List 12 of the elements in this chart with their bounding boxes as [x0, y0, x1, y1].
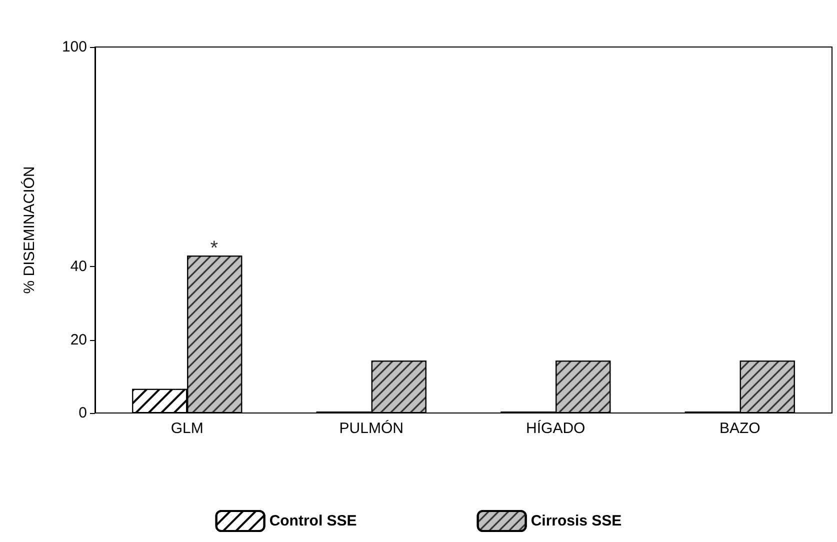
- y-tick-label: 40: [70, 258, 87, 276]
- annotation: *: [210, 238, 218, 260]
- y-axis-title: % DISEMINACIÓN: [20, 166, 38, 294]
- legend-label: Control SSE: [269, 512, 357, 530]
- x-tick-label: GLM: [170, 420, 204, 437]
- legend-label: Cirrosis SSE: [530, 512, 622, 530]
- x-tick-label: BAZO: [719, 420, 760, 437]
- y-tick-label: 20: [70, 331, 87, 348]
- x-tick-label: PULMÓN: [339, 419, 404, 437]
- x-tick-label: HÍGADO: [526, 419, 586, 437]
- y-tick-label: 0: [78, 404, 87, 422]
- y-tick-label: 100: [62, 38, 87, 56]
